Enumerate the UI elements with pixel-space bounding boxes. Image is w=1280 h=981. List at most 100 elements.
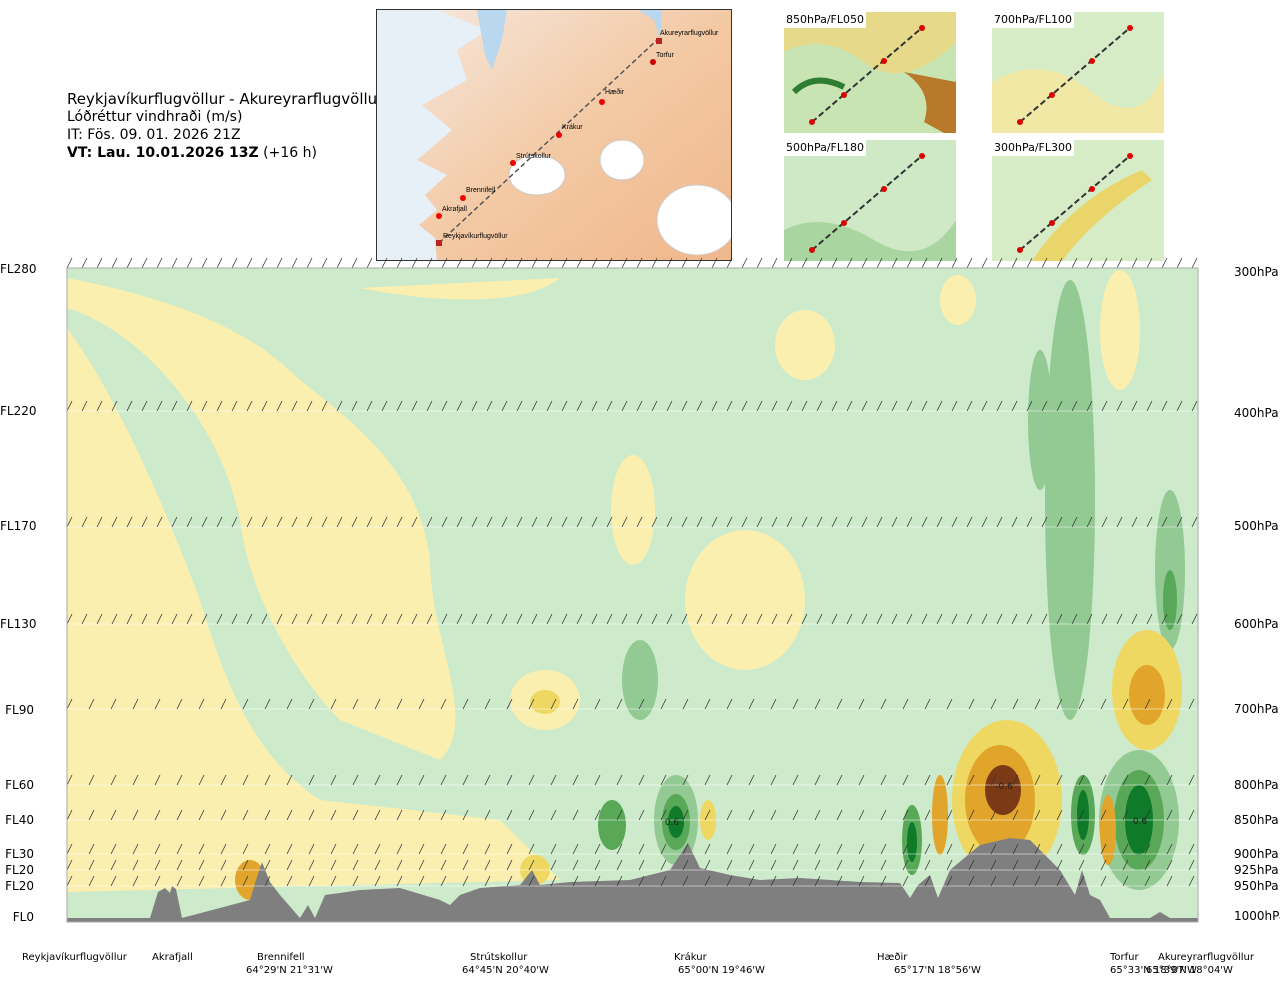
wind-barb <box>286 698 293 710</box>
updraft-band-far-east <box>1155 490 1185 650</box>
wind-barb <box>726 400 733 412</box>
map-label-torfur: Torfur <box>656 52 675 59</box>
wind-barb <box>528 843 535 855</box>
wind-barb <box>880 875 887 887</box>
wind-barb <box>216 613 223 625</box>
wind-barb <box>1146 400 1153 412</box>
wind-barb <box>902 774 909 786</box>
wind-barb <box>1188 698 1195 710</box>
wind-barb <box>550 843 557 855</box>
wind-barb <box>1012 698 1019 710</box>
wind-barb <box>330 774 337 786</box>
downdraft-cell-strutskollur <box>510 670 580 730</box>
wind-barb <box>396 875 403 887</box>
wind-barb <box>1144 774 1151 786</box>
wind-barb <box>286 843 293 855</box>
wind-barb <box>528 859 535 871</box>
wind-barb <box>546 516 553 528</box>
wind-barb <box>242 774 249 786</box>
wind-barb <box>741 257 748 269</box>
wind-barb <box>756 613 763 625</box>
wind-barb <box>606 613 613 625</box>
wind-barb <box>484 859 491 871</box>
wind-barb <box>801 516 808 528</box>
wind-barb <box>660 859 667 871</box>
wind-barb <box>616 875 623 887</box>
wind-barb <box>990 875 997 887</box>
wind-barb <box>1188 774 1195 786</box>
wind-barb <box>636 400 643 412</box>
wind-barb <box>770 774 777 786</box>
wind-barb <box>748 859 755 871</box>
updraft-core-torfur-west <box>1077 790 1089 840</box>
wind-barb <box>366 516 373 528</box>
wind-barb <box>621 400 628 412</box>
wind-barb <box>441 400 448 412</box>
wind-barb <box>770 698 777 710</box>
wind-barb <box>186 613 193 625</box>
wind-barb <box>198 859 205 871</box>
wind-barb <box>990 859 997 871</box>
wind-barb <box>110 809 117 821</box>
wind-barb <box>531 516 538 528</box>
wind-barb <box>682 875 689 887</box>
downdraft-cell-torfur-east <box>1100 795 1116 865</box>
wind-barb <box>1056 613 1063 625</box>
downdraft-cell-upper-east <box>775 310 835 380</box>
wind-barb <box>550 875 557 887</box>
wind-barb <box>576 613 583 625</box>
wind-barb <box>291 613 298 625</box>
wind-barb <box>291 400 298 412</box>
station-torfur-name: Torfur <box>1110 952 1139 963</box>
wind-barb <box>506 859 513 871</box>
wind-barb <box>591 516 598 528</box>
wind-barb <box>1034 698 1041 710</box>
wind-barb <box>786 400 793 412</box>
wind-barb <box>550 774 557 786</box>
wind-barb <box>381 516 388 528</box>
downdraft-cell-torfur <box>1112 630 1182 750</box>
wind-barb <box>792 809 799 821</box>
wind-barb <box>946 809 953 821</box>
wind-barb <box>858 875 865 887</box>
wind-barb <box>471 516 478 528</box>
wind-barb <box>484 774 491 786</box>
hpa-tick-2: 500hPa <box>1234 519 1279 533</box>
updraft-cell-torfur <box>1099 750 1179 890</box>
wind-barb <box>198 875 205 887</box>
wind-barb <box>770 859 777 871</box>
wind-barb <box>572 843 579 855</box>
wind-barb <box>381 613 388 625</box>
wind-barb <box>246 400 253 412</box>
wind-barb <box>1100 875 1107 887</box>
wind-barb <box>176 774 183 786</box>
station-reykjavik-name: Reykjavíkurflugvöllur <box>22 952 127 963</box>
fl-tick-1: FL220 <box>0 404 37 418</box>
wind-barb <box>1056 698 1063 710</box>
wind-barb <box>711 400 718 412</box>
wind-barb <box>231 613 238 625</box>
wind-barb <box>638 843 645 855</box>
wind-barb <box>660 774 667 786</box>
wind-barb <box>1026 516 1033 528</box>
wind-barb <box>66 809 73 821</box>
wind-barb <box>462 774 469 786</box>
wind-barb <box>1144 875 1151 887</box>
wind-barb <box>66 698 73 710</box>
wind-barb <box>154 843 161 855</box>
wind-barb <box>154 859 161 871</box>
wind-barb <box>440 843 447 855</box>
wind-barb <box>858 698 865 710</box>
wind-barb <box>682 698 689 710</box>
wind-barb <box>1011 613 1018 625</box>
wind-barb <box>836 859 843 871</box>
wind-barb <box>1100 698 1107 710</box>
wind-barb <box>1166 859 1173 871</box>
wind-barb <box>621 613 628 625</box>
wind-barb <box>924 875 931 887</box>
wind-barb <box>946 859 953 871</box>
wind-barb <box>418 875 425 887</box>
wind-barb <box>242 698 249 710</box>
wind-barb <box>456 613 463 625</box>
station-akureyri-coord: 65°39'N 18°04'W <box>1146 965 1233 976</box>
